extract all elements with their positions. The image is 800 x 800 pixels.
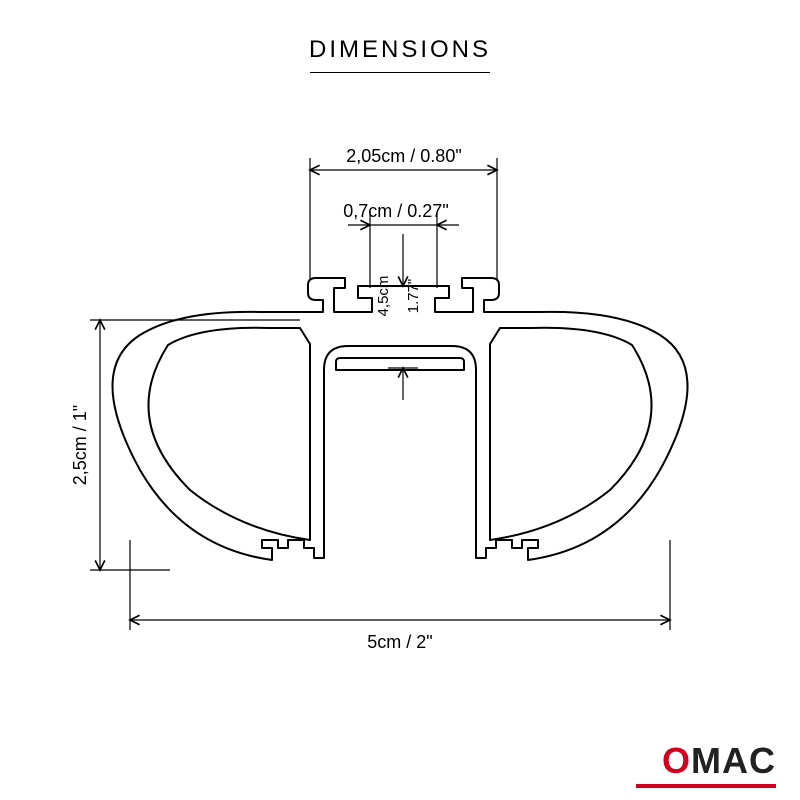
dim-top-inner: 0,7cm / 0.27" (343, 201, 459, 288)
dim-height-left: 2,5cm / 1" (70, 320, 300, 570)
dim-height-left-label: 2,5cm / 1" (70, 405, 90, 485)
brand-logo: OMAC (662, 740, 776, 782)
dim-height-center: 4,5cm 1.77" (375, 234, 422, 400)
brand-logo-accent-letter: O (662, 740, 691, 781)
dim-height-center-label-b: 1.77" (405, 279, 422, 314)
dim-width-bottom: 5cm / 2" (130, 540, 670, 652)
dim-top-outer-label: 2,05cm / 0.80" (346, 146, 461, 166)
brand-logo-underline (636, 784, 776, 788)
dim-top-inner-label: 0,7cm / 0.27" (343, 201, 448, 221)
brand-logo-rest: MAC (691, 740, 776, 781)
dim-width-bottom-label: 5cm / 2" (367, 632, 432, 652)
dimension-diagram: 5cm / 2" 2,5cm / 1" 2,05cm / 0.80" 0,7cm… (0, 0, 800, 800)
dim-height-center-label-a: 4,5cm (375, 276, 392, 317)
